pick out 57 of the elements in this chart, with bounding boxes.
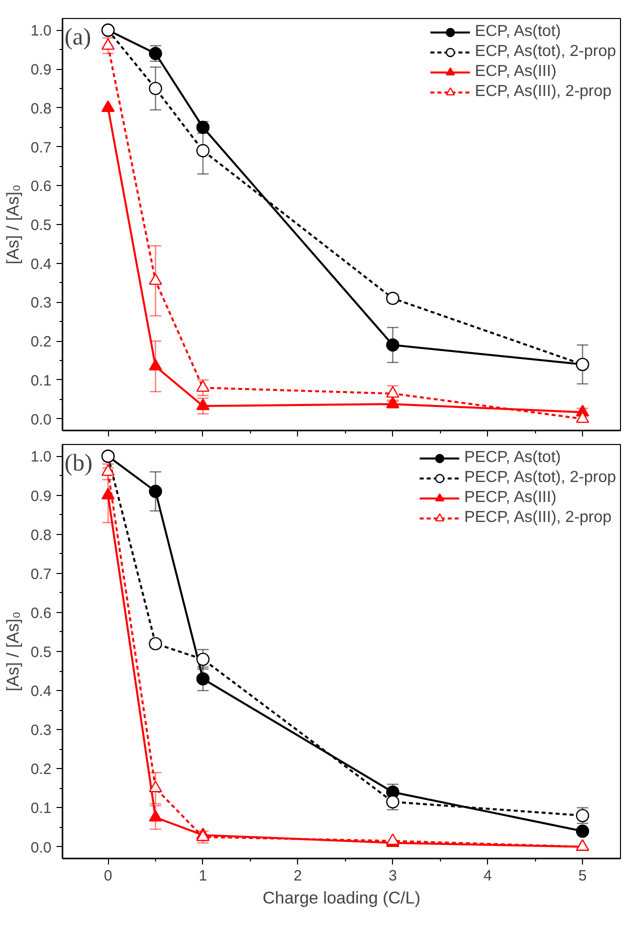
y-tick-label: 0.2 (30, 761, 52, 778)
x-tick-label: 3 (388, 868, 397, 884)
y-axis-title: [As] / [As]₀ (4, 184, 23, 264)
y-tick-label: 0.1 (30, 372, 52, 390)
point (196, 652, 210, 666)
y-tick-label: 0.7 (30, 566, 52, 583)
point (386, 386, 400, 398)
point (196, 398, 210, 410)
y-axis-title: [As] / [As]₀ (4, 612, 23, 692)
legend-label: ECP, As(III) (474, 63, 556, 81)
y-tick-label: 0.8 (30, 100, 52, 118)
legend-label: ECP, As(tot) (474, 23, 561, 41)
legend-label: PECP, As(III) (464, 489, 556, 507)
point (196, 144, 210, 158)
point (576, 824, 590, 838)
x-tick-label: 0 (104, 868, 112, 884)
x-tick-label: 4 (483, 868, 492, 884)
y-tick-label: 0.1 (30, 800, 52, 818)
point (196, 380, 210, 392)
y-tick-label: 0.4 (30, 256, 52, 273)
y-tick-label: 1.0 (30, 448, 52, 466)
annotation: (a) (64, 24, 92, 50)
y-tick-label: 0.6 (30, 604, 52, 622)
point (386, 338, 400, 352)
y-tick-label: 0.8 (30, 526, 52, 544)
legend-label: ECP, As(tot), 2-prop (474, 43, 616, 61)
y-tick-label: 0.3 (30, 722, 52, 740)
y-tick-label: 0.0 (30, 411, 52, 428)
x-tick-label: 2 (294, 868, 302, 884)
point (148, 484, 162, 498)
legend-label: ECP, As(III), 2-prop (474, 83, 612, 101)
point (148, 780, 162, 792)
point (386, 396, 400, 408)
y-tick-label: 0.5 (30, 217, 52, 234)
y-tick-label: 0.9 (30, 62, 52, 79)
x-tick-label: 1 (198, 868, 208, 884)
x-tick-label: 5 (578, 868, 587, 884)
legend-label: PECP, As(III), 2-prop (464, 509, 612, 527)
y-tick-label: 0.9 (30, 488, 52, 505)
y-tick-label: 1.0 (30, 22, 52, 40)
point (576, 411, 590, 423)
point (148, 273, 162, 285)
y-tick-label: 0.6 (30, 178, 52, 196)
point (196, 672, 210, 686)
point (148, 82, 162, 96)
x-axis-title: Charge loading (C/L) (262, 888, 420, 908)
annotation: (b) (64, 450, 92, 476)
legend-label: PECP, As(tot), 2-prop (464, 469, 616, 487)
y-tick-label: 0.7 (30, 139, 52, 156)
point (148, 810, 162, 822)
y-tick-label: 0.4 (30, 683, 52, 700)
y-tick-label: 0.0 (30, 839, 52, 856)
y-tick-label: 0.5 (30, 644, 52, 661)
y-tick-label: 0.2 (30, 334, 52, 351)
y-tick-label: 0.3 (30, 294, 52, 312)
point (148, 358, 162, 370)
legend-label: PECP, As(tot) (464, 449, 561, 467)
